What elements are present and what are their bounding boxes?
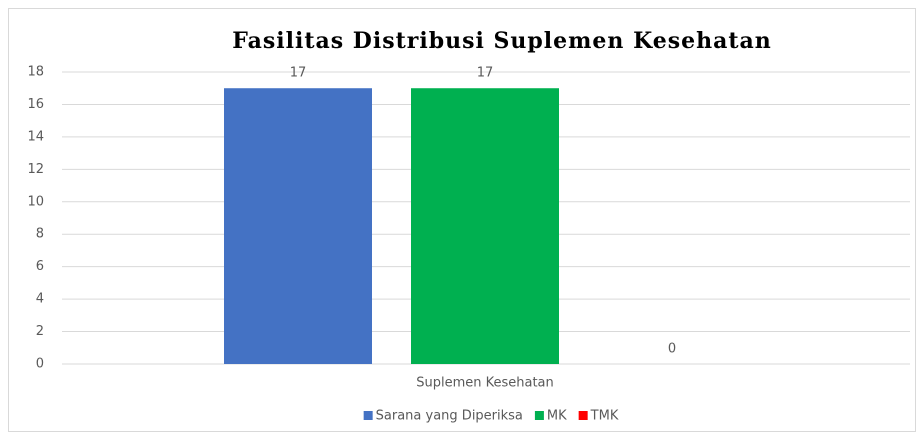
- x-tick-label: Suplemen Kesehatan: [416, 376, 554, 391]
- bar: [411, 88, 559, 364]
- y-tick-label: 8: [36, 227, 44, 242]
- y-tick-label: 16: [27, 97, 44, 112]
- legend-swatch: [363, 411, 373, 420]
- data-label: 17: [477, 66, 494, 81]
- y-tick-label: 14: [27, 129, 44, 144]
- data-label: 0: [668, 342, 676, 357]
- legend-swatch: [578, 411, 588, 420]
- y-tick-label: 2: [36, 324, 44, 339]
- y-tick-label: 12: [27, 162, 44, 177]
- chart-title: Fasilitas Distribusi Suplemen Kesehatan: [232, 28, 772, 54]
- legend-swatch: [534, 411, 544, 420]
- legend-label: MK: [547, 409, 567, 424]
- y-tick-label: 18: [27, 65, 44, 80]
- y-tick-label: 0: [36, 357, 44, 372]
- y-tick-label: 10: [27, 194, 44, 209]
- bar: [224, 88, 372, 364]
- y-tick-label: 4: [36, 292, 44, 307]
- legend-label: TMK: [590, 409, 619, 424]
- legend-label: Sarana yang Diperiksa: [376, 409, 523, 424]
- y-tick-label: 6: [36, 259, 44, 274]
- data-label: 17: [290, 66, 307, 81]
